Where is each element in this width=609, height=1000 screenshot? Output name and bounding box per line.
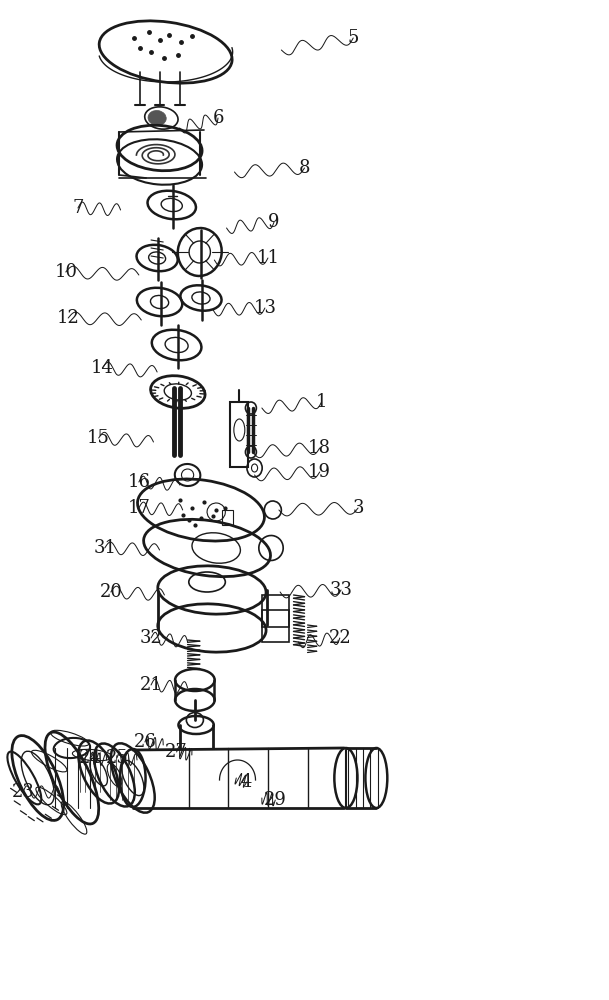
Text: 7: 7 <box>72 199 83 217</box>
Text: 11: 11 <box>256 249 280 267</box>
Text: 21: 21 <box>139 676 163 694</box>
Bar <box>262 595 289 627</box>
Text: 29: 29 <box>264 791 287 809</box>
Text: 14: 14 <box>91 359 114 377</box>
Text: 1: 1 <box>316 393 327 411</box>
Bar <box>230 402 248 467</box>
Text: 31: 31 <box>93 539 116 557</box>
Text: 26: 26 <box>133 733 157 751</box>
Text: 27: 27 <box>165 743 188 761</box>
Text: 9: 9 <box>269 213 280 231</box>
Ellipse shape <box>148 110 166 126</box>
Bar <box>262 610 289 642</box>
Text: 25: 25 <box>105 749 128 767</box>
Text: 6: 6 <box>213 109 224 127</box>
Text: 16: 16 <box>127 473 150 491</box>
Text: 17: 17 <box>127 499 150 517</box>
Text: 18: 18 <box>308 439 331 457</box>
Text: 8: 8 <box>299 159 310 177</box>
Text: 12: 12 <box>57 309 80 327</box>
Text: 22: 22 <box>328 629 351 647</box>
Bar <box>222 510 233 525</box>
Text: 19: 19 <box>308 463 331 481</box>
Text: 10: 10 <box>54 263 77 281</box>
Text: 13: 13 <box>253 299 276 317</box>
Text: 32: 32 <box>139 629 163 647</box>
Text: 5: 5 <box>348 29 359 47</box>
Text: 15: 15 <box>87 429 110 447</box>
Text: 20: 20 <box>99 583 122 601</box>
Text: 24: 24 <box>79 749 102 767</box>
Text: 3: 3 <box>353 499 364 517</box>
Text: 4: 4 <box>241 773 252 791</box>
Text: 33: 33 <box>329 581 353 599</box>
Text: 23: 23 <box>12 783 35 801</box>
